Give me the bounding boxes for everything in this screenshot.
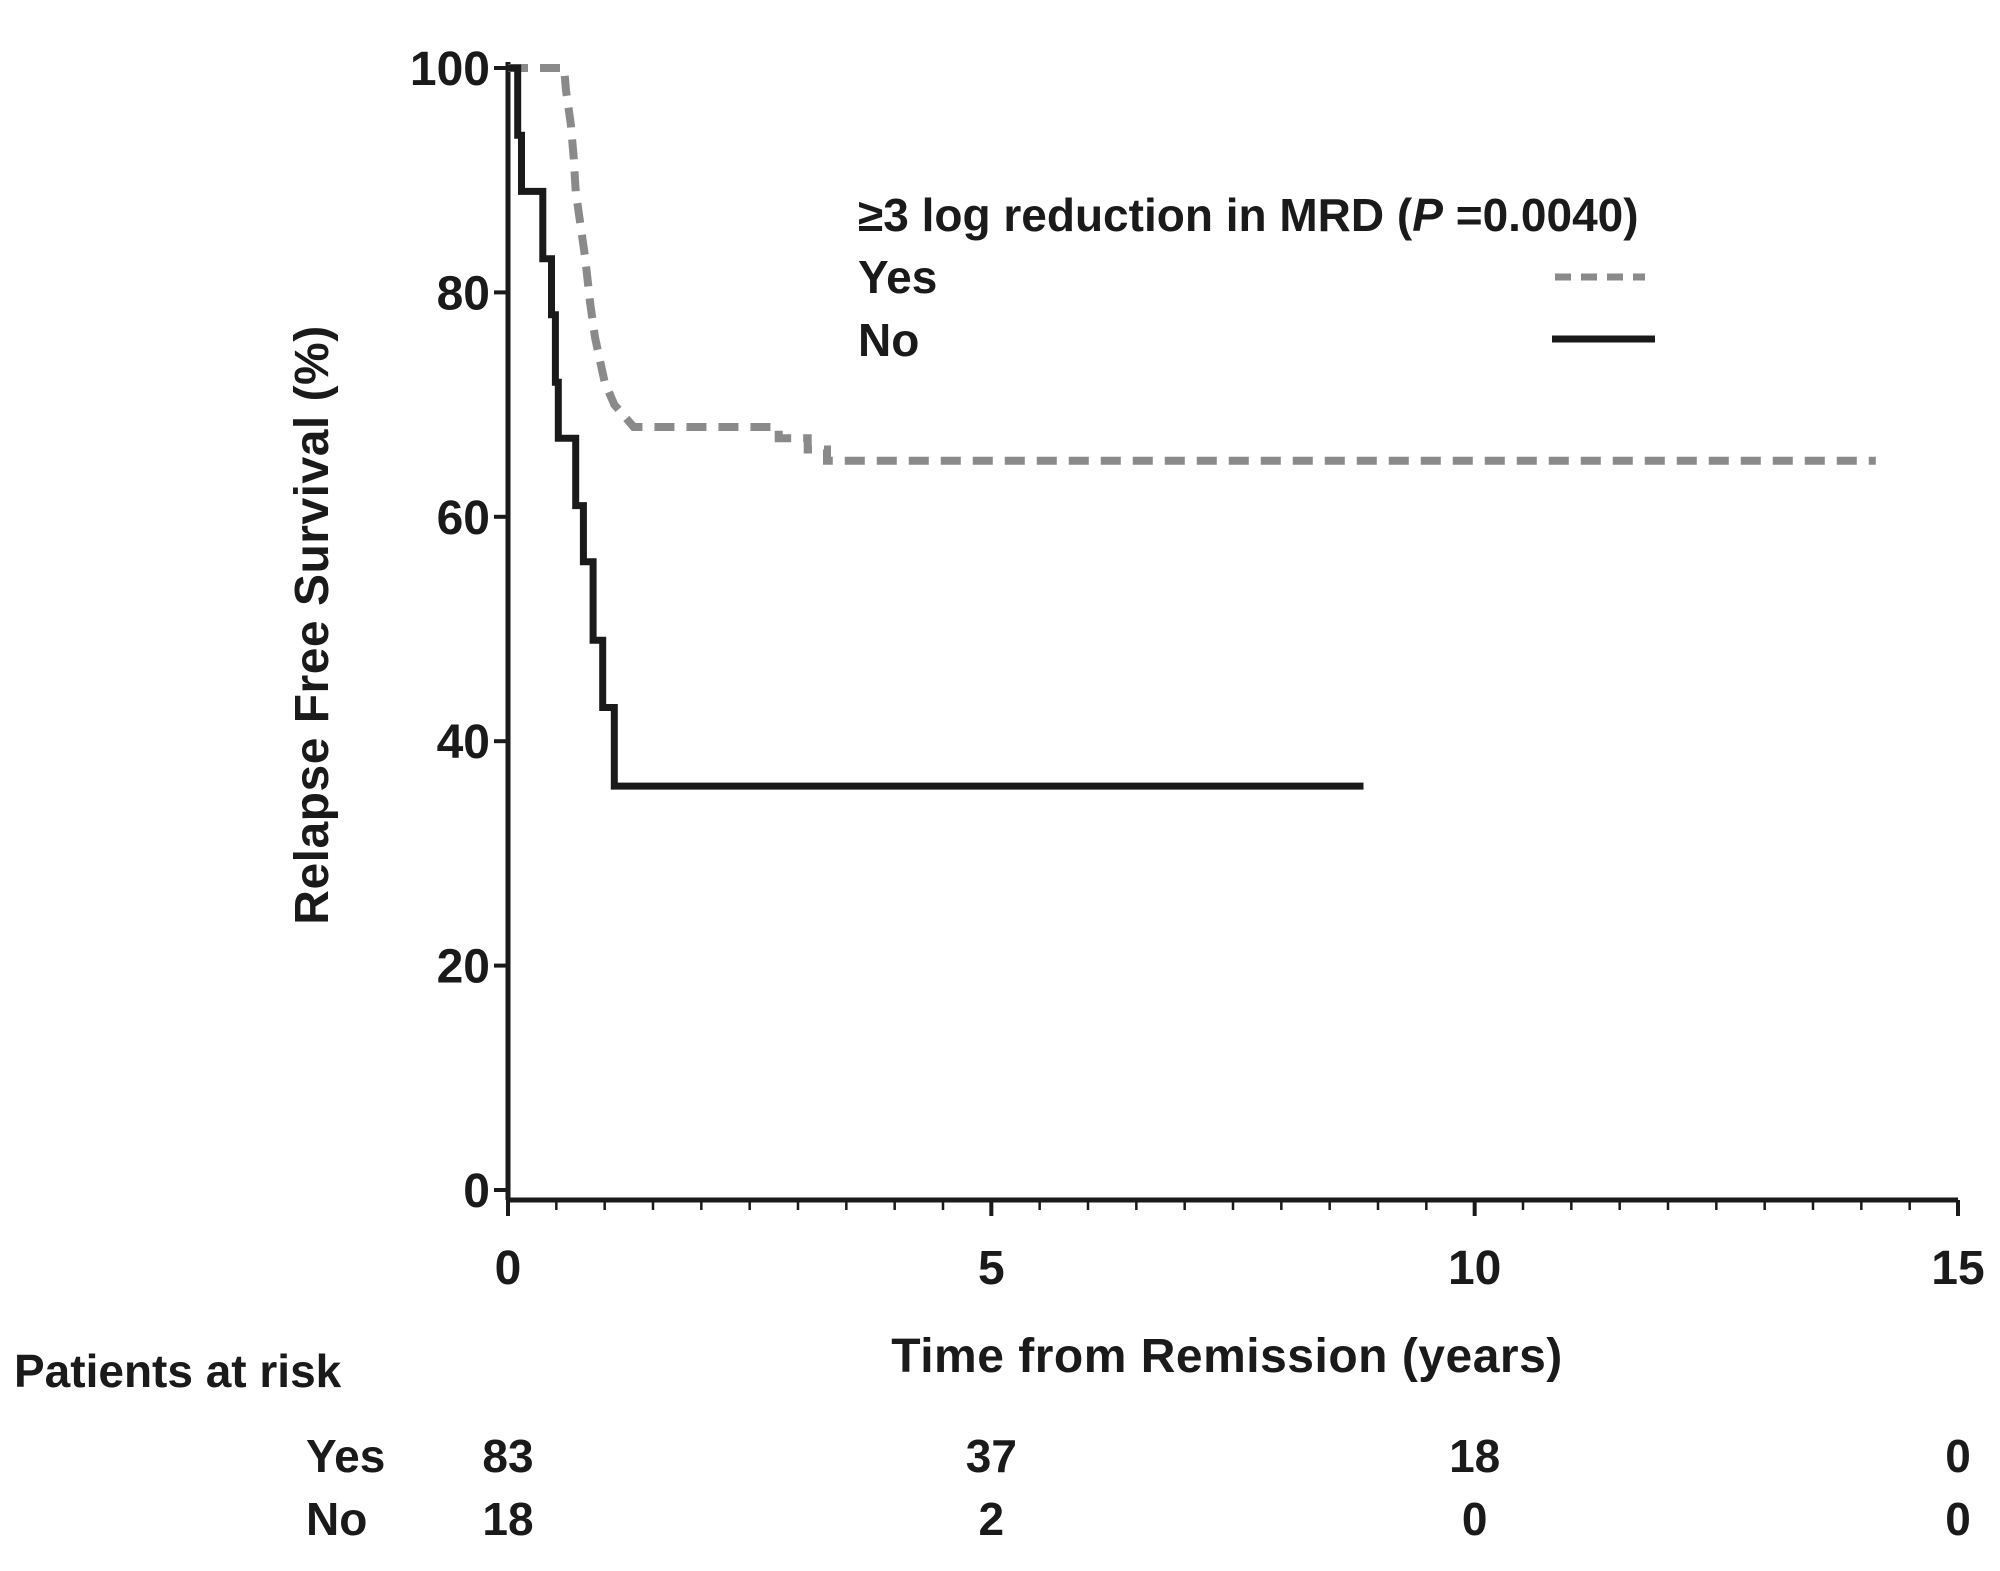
x-tick-label: 15	[1931, 1242, 1984, 1295]
y-tick-label: 20	[437, 941, 490, 994]
risk-value: 0	[1945, 1493, 1971, 1545]
risk-value: 83	[482, 1430, 533, 1482]
risk-row-label-no: No	[306, 1493, 367, 1545]
x-tick-label: 0	[495, 1242, 522, 1295]
x-tick-label: 10	[1448, 1242, 1501, 1295]
risk-value: 18	[482, 1493, 533, 1545]
x-tick-label: 5	[978, 1242, 1005, 1295]
risk-row-label-yes: Yes	[306, 1430, 385, 1482]
series-line-no	[508, 64, 1364, 790]
legend: ≥3 log reduction in MRD (P =0.0040) Yes …	[858, 189, 1655, 366]
risk-table: Patients at risk Yes No 83 37 18 0 18 2 0 0	[14, 1345, 1971, 1545]
y-tick-label: 80	[437, 267, 490, 320]
y-tick-label: 60	[437, 492, 490, 545]
risk-table-title: Patients at risk	[14, 1345, 342, 1397]
y-tick-label: 0	[463, 1165, 490, 1218]
legend-title-p: P	[1412, 189, 1443, 241]
y-axis-title: Relapse Free Survival (%)	[286, 325, 339, 924]
risk-value: 2	[979, 1493, 1005, 1545]
legend-label-yes: Yes	[858, 251, 937, 303]
y-tick-label: 100	[410, 43, 490, 96]
legend-title-suffix: =0.0040)	[1443, 189, 1639, 241]
legend-label-no: No	[858, 314, 919, 366]
risk-value: 0	[1462, 1493, 1488, 1545]
legend-title-prefix: ≥3 log reduction in MRD (	[858, 189, 1413, 241]
legend-title: ≥3 log reduction in MRD (P =0.0040)	[858, 189, 1639, 241]
y-tick-label: 40	[437, 716, 490, 769]
axis-ticks: 0 20 40 60 80 100 0 5 10 15	[410, 43, 1985, 1295]
series-line-yes	[508, 64, 1876, 465]
x-axis-title: Time from Remission (years)	[891, 1330, 1563, 1383]
risk-value: 0	[1945, 1430, 1971, 1482]
risk-value: 37	[966, 1430, 1017, 1482]
risk-values: 83 37 18 0 18 2 0 0	[482, 1430, 1970, 1545]
survival-curves	[508, 64, 1876, 790]
risk-value: 18	[1449, 1430, 1500, 1482]
